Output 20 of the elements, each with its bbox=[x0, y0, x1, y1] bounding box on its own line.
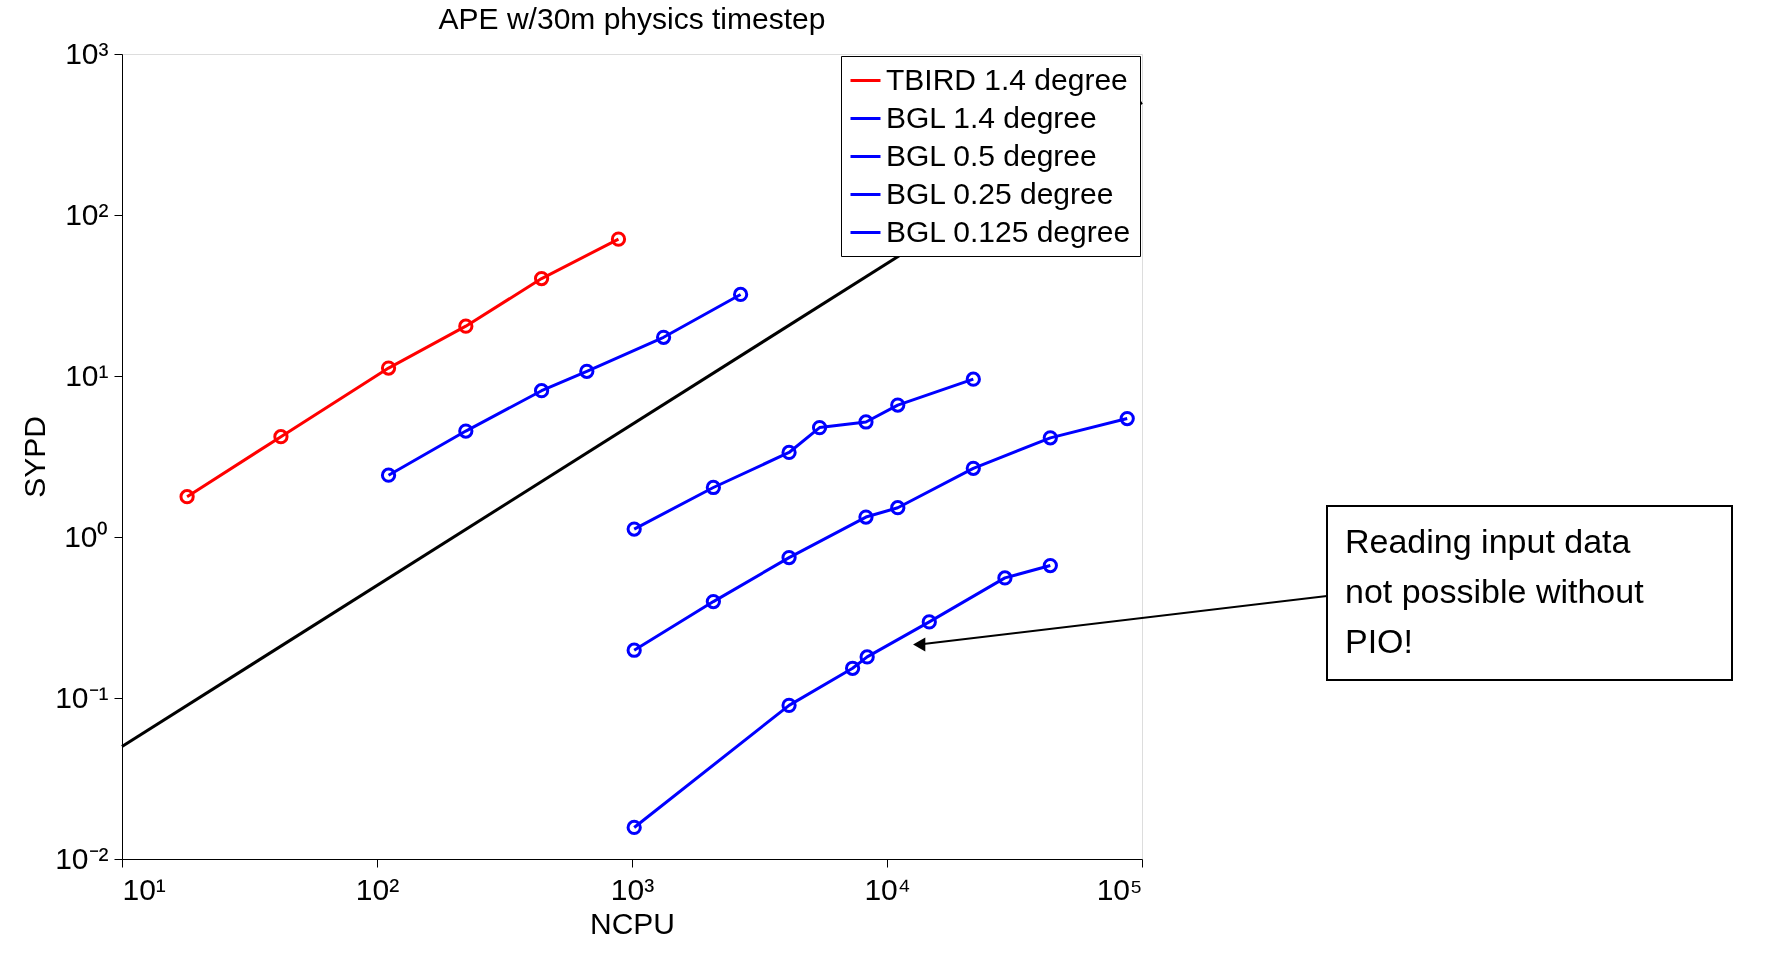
annotation: Reading input data not possible without PIO! bbox=[1345, 522, 1645, 660]
legend-label: BGL 0.125 degree bbox=[886, 214, 1131, 248]
legend-label: BGL 1.4 degree bbox=[886, 100, 1097, 134]
x-axis-title: NCPU bbox=[589, 906, 676, 940]
y-tick-label: 10¹ bbox=[65, 358, 109, 392]
legend-label: TBIRD 1.4 degree bbox=[886, 62, 1128, 96]
chart-title: APE w/30m physics timestep bbox=[438, 2, 826, 35]
y-tick-label: 10⁻² bbox=[55, 841, 109, 875]
y-tick-label: 10⁻¹ bbox=[55, 680, 109, 714]
x-tick-label: 10⁴ bbox=[864, 872, 911, 906]
y-axis-title: SYPD bbox=[18, 416, 52, 498]
x-tick-label: 10² bbox=[355, 872, 400, 906]
x-tick-label: 10³ bbox=[610, 872, 655, 906]
y-tick-label: 10² bbox=[65, 197, 109, 231]
legend-label: BGL 0.25 degree bbox=[886, 176, 1114, 210]
y-tick-label: 10³ bbox=[65, 36, 109, 70]
x-tick-label: 10⁵ bbox=[1096, 872, 1143, 906]
legend-label: BGL 0.5 degree bbox=[886, 138, 1097, 172]
x-tick-label: 10¹ bbox=[122, 872, 166, 906]
y-tick-label: 10⁰ bbox=[64, 519, 109, 553]
